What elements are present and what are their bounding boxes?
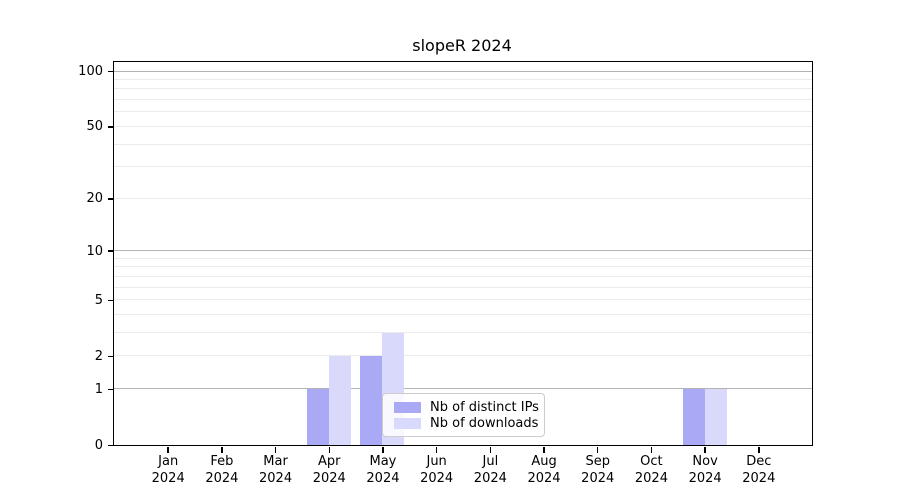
y-tick-20 [108,198,114,200]
bar-nb-of-downloads-apr [328,356,351,445]
bar-nb-of-downloads-nov [704,388,727,445]
x-tick-jun [435,447,438,453]
y-gridline-8 [114,266,812,268]
y-gridline-30 [114,166,812,168]
y-gridline-90 [114,79,812,81]
y-gridline-40 [114,143,812,145]
y-gridline-5 [114,299,812,301]
y-tick-label-20: 20 [86,191,103,207]
legend-entry-distinct-ips: Nb of distinct IPs [394,399,539,415]
legend-label-distinct-ips: Nb of distinct IPs [430,399,539,415]
legend-swatch-downloads [394,417,421,429]
x-tick-label-apr: Apr 2024 [312,454,346,486]
y-tick-1 [108,388,114,391]
y-gridline-70 [114,99,812,101]
legend-swatch-distinct-ips [394,401,421,413]
x-tick-label-nov: Nov 2024 [688,454,722,486]
y-tick-label-0: 0 [94,438,103,453]
y-gridline-9 [114,257,812,259]
y-gridline-2 [114,355,812,357]
y-gridline-1 [114,388,812,390]
y-tick-label-5: 5 [94,292,103,308]
y-gridline-60 [114,111,812,113]
legend-entry-downloads: Nb of downloads [394,415,538,431]
y-tick-5 [108,299,114,302]
x-tick-label-jul: Jul 2024 [473,454,507,486]
y-tick-label-2: 2 [94,348,103,364]
bar-nb-of-distinct-ips-nov [682,388,705,445]
x-tick-label-jan: Jan 2024 [151,454,185,486]
plot-area [113,61,813,446]
y-gridline-7 [114,276,812,278]
x-tick-oct [650,447,653,453]
bar-nb-of-distinct-ips-apr [306,388,329,445]
x-tick-may [382,447,384,453]
x-tick-feb [221,447,223,453]
x-tick-label-feb: Feb 2024 [205,454,239,486]
y-tick-0 [108,444,114,447]
y-tick-10 [108,250,114,252]
x-tick-label-oct: Oct 2024 [634,454,668,486]
x-tick-label-aug: Aug 2024 [527,454,561,486]
chart-title: slopeR 2024 [412,36,512,55]
x-tick-mar [274,447,277,453]
y-tick-label-100: 100 [78,64,103,80]
x-tick-dec [758,447,760,453]
x-tick-jan [167,447,169,453]
legend-label-downloads: Nb of downloads [430,415,539,431]
y-tick-label-50: 50 [86,119,103,135]
y-gridline-4 [114,314,812,316]
y-gridline-50 [114,125,812,127]
x-tick-jul [489,447,492,453]
y-tick-2 [108,355,114,358]
x-tick-aug [543,447,545,453]
y-tick-label-10: 10 [86,243,103,259]
legend: Nb of distinct IPs Nb of downloads [382,393,545,437]
x-tick-label-sep: Sep 2024 [581,454,615,486]
y-gridline-20 [114,197,812,199]
x-tick-label-jun: Jun 2024 [420,454,454,486]
y-gridline-6 [114,286,812,288]
x-tick-label-dec: Dec 2024 [742,454,776,486]
x-tick-nov [704,447,706,453]
x-tick-label-may: May 2024 [366,454,400,486]
x-tick-apr [328,447,331,453]
y-gridline-100 [114,70,812,72]
y-tick-label-1: 1 [94,381,103,397]
y-gridline-80 [114,88,812,90]
y-tick-100 [108,70,114,73]
y-gridline-3 [114,332,812,334]
x-tick-sep [596,447,599,453]
bar-nb-of-distinct-ips-may [360,356,383,445]
y-gridline-10 [114,250,812,252]
x-tick-label-mar: Mar 2024 [259,454,293,486]
y-tick-50 [108,126,114,128]
